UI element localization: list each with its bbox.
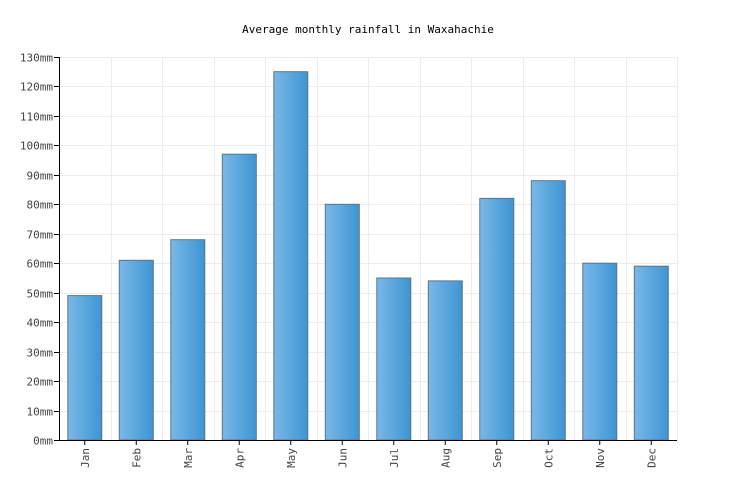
- grid-layer: [59, 57, 678, 441]
- y-tick-label: 80mm: [27, 199, 54, 212]
- y-tick-label: 100mm: [20, 140, 53, 153]
- y-tick-label: 110mm: [20, 111, 53, 124]
- bar-jun: [324, 203, 360, 441]
- x-tick-label: Sep: [491, 448, 504, 468]
- x-tick-label: Dec: [645, 448, 658, 468]
- bar-dec: [633, 265, 669, 441]
- bar-sep: [479, 197, 515, 441]
- bar-aug: [427, 280, 463, 441]
- y-tick-label: 120mm: [20, 81, 53, 94]
- y-tick-label: 40mm: [27, 317, 54, 330]
- bar-feb: [118, 259, 154, 441]
- y-tick-label: 90mm: [27, 170, 54, 183]
- y-tick-label: 50mm: [27, 288, 54, 301]
- bar-jan: [67, 295, 103, 441]
- x-tick-label: Aug: [439, 448, 452, 468]
- bar-jul: [376, 277, 412, 441]
- x-tick-label: Mar: [182, 448, 195, 468]
- bar-apr: [221, 153, 257, 441]
- chart-title: Average monthly rainfall in Waxahachie: [242, 23, 494, 36]
- x-tick-label: Jun: [336, 448, 349, 468]
- x-tick-label: May: [285, 448, 298, 468]
- y-axis-ticks: 0mm 10mm 20mm 30mm 40mm 50mm 60mm 70mm 80mm 90mm 1…: [20, 52, 59, 448]
- x-axis-ticks: Jan Feb Mar Apr May Jun Jul Aug Sep Oct Nov Dec: [79, 440, 658, 468]
- y-tick-label: 70mm: [27, 229, 54, 242]
- y-tick-label: 20mm: [27, 376, 54, 389]
- x-tick-label: Apr: [233, 448, 246, 468]
- bar-mar: [170, 239, 206, 441]
- axis-layer: [59, 57, 677, 441]
- x-tick-label: Oct: [542, 448, 555, 468]
- x-tick-label: Jul: [388, 448, 401, 468]
- y-tick-label: 130mm: [20, 52, 53, 65]
- y-tick-label: 0mm: [33, 435, 53, 448]
- y-tick-label: 30mm: [27, 347, 54, 360]
- y-tick-label: 60mm: [27, 258, 54, 271]
- bar-nov: [582, 262, 618, 441]
- x-tick-label: Jan: [79, 448, 92, 468]
- y-tick-label: 10mm: [27, 406, 54, 419]
- bars-layer: [67, 71, 669, 441]
- bar-may: [273, 71, 309, 441]
- bar-oct: [530, 180, 566, 441]
- x-tick-label: Nov: [594, 448, 607, 468]
- x-tick-label: Feb: [130, 448, 143, 468]
